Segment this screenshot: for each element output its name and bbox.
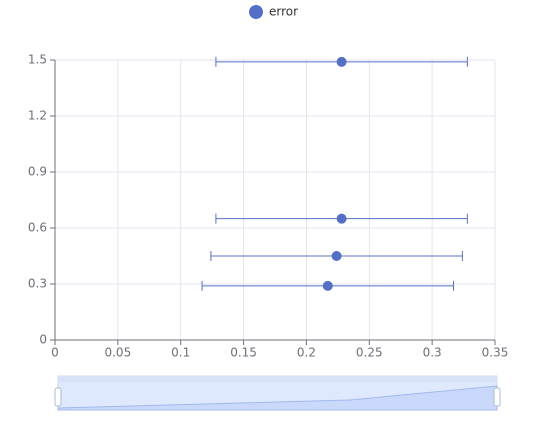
point: [336, 56, 347, 67]
x-tick-label: 0.3: [423, 346, 442, 360]
zoom-handle[interactable]: [54, 387, 62, 407]
y-tick-label: 0.3: [28, 277, 47, 291]
y-tick-label: 0.6: [28, 221, 47, 235]
y-tick-label: 1.2: [28, 109, 47, 123]
legend-marker[interactable]: [249, 5, 263, 19]
y-tick-label: 1.5: [28, 53, 47, 67]
x-tick-label: 0: [51, 346, 59, 360]
legend-label[interactable]: error: [269, 5, 298, 19]
point: [331, 251, 342, 261]
zoom-handle[interactable]: [493, 387, 501, 407]
x-tick-label: 0.2: [297, 346, 316, 360]
x-tick-label: 0.1: [171, 346, 190, 360]
x-tick-label: 0.05: [104, 346, 131, 360]
y-tick-label: 0: [39, 333, 47, 347]
zoom-bar: [58, 376, 497, 382]
data-zoom[interactable]: [54, 375, 501, 411]
y-tick-label: 0.9: [28, 165, 47, 179]
x-tick-label: 0.35: [482, 346, 509, 360]
zoom-window: [58, 382, 497, 410]
point: [322, 280, 333, 291]
x-tick-label: 0.25: [356, 346, 383, 360]
x-tick-label: 0.15: [230, 346, 257, 360]
point: [336, 213, 347, 224]
